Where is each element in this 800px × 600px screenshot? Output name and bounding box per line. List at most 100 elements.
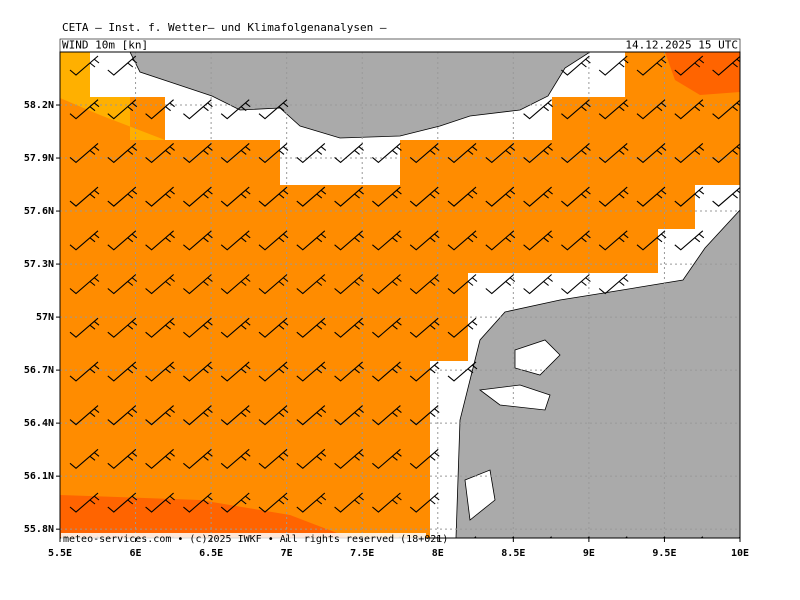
wind-barb [69,492,100,513]
wind-barb [561,142,591,164]
wind-barb [258,99,289,120]
wind-barbs [69,55,740,538]
wind-barb [447,142,478,164]
wind-barb [473,536,477,538]
wind-barb [183,186,213,207]
wind-barb [296,448,327,470]
wind-barb [712,186,740,207]
land [129,52,740,538]
x-tick-label: 5.5E [48,548,72,559]
wind-barb [145,186,175,207]
wind-barb [334,274,364,295]
wind-barb [334,317,364,338]
wind-barb [258,142,289,164]
y-tick-label: 58.2N [24,100,54,111]
wind-barb [296,186,327,207]
wind-barb [523,142,553,164]
wind-barb [220,274,251,295]
wind-barb [296,274,327,295]
wind-barb [674,186,705,207]
wind-barb [636,186,667,207]
wind-barb [183,492,213,513]
wind-barb [561,55,591,76]
y-tick-label: 57.6N [24,206,54,217]
wind-barb [145,405,175,426]
wind-barb [145,99,175,120]
wind-barb [183,361,213,382]
wind-barb [409,274,440,295]
wind-barb [712,99,740,120]
wind-barb [69,448,100,470]
wind-barb [636,99,667,120]
wind-barb [409,317,440,338]
wind-barb [372,142,402,164]
y-tick-label: 56.7N [24,365,54,376]
wind-barb [334,492,364,513]
wind-barb [523,186,553,207]
wind-barb [334,230,364,251]
wind-barb [220,230,251,251]
wind-barb [409,405,440,426]
wind-barb [523,99,553,120]
graticule [60,52,740,538]
y-tick-label: 56.4N [24,418,54,429]
wind-barb [549,536,552,538]
wind-barb [296,230,327,251]
wind-barb [145,361,175,382]
wind-barb [220,142,251,164]
footer-bg [61,533,426,544]
wind-barb [372,186,402,207]
wind-barb [145,317,175,338]
wind-barb [598,230,629,251]
wind-barb [69,361,100,382]
wind-barb [107,55,138,76]
wind-barb [220,99,251,120]
wind-barb [523,230,553,251]
wind-barb [598,55,629,76]
y-tick-label: 57.9N [24,153,54,164]
wind-barb [372,274,402,295]
wind-barb [296,405,327,426]
wind-barb [712,143,740,164]
wind-barb [334,448,364,470]
header-title: CETA – Inst. f. Wetter– und Klimafolgena… [62,21,387,34]
wind-barb [296,361,327,382]
wind-barb [220,317,251,338]
wind-barb [258,274,289,295]
wind-barb [183,142,213,164]
wind-barb [598,142,629,164]
wind-barb [372,492,402,513]
wind-barb [409,142,440,164]
wind-barb [485,230,516,251]
wind-barb [598,186,629,207]
x-tick-label: 7E [281,548,293,559]
wind-barb [220,448,251,470]
wind-barb [409,361,440,382]
wind-barb [107,492,138,513]
wind-barb [145,492,175,513]
wind-barb [220,405,251,426]
wind-barb [447,186,478,207]
x-tick-label: 9.5E [652,548,676,559]
wind-barb [258,186,289,207]
wind-barb [372,361,402,382]
wind-barb [220,361,251,382]
wind-barb [598,274,629,295]
wind-barb [674,230,705,251]
copyright: meteo-services.com • (c)2025 IWKF • All … [63,534,448,545]
wind-barb [485,274,516,295]
wind-barb [334,361,364,382]
wind-barb [485,142,516,164]
wind-barb [624,536,628,538]
water-inlet [464,339,561,521]
wind-barb [107,230,138,251]
y-tick-label: 56.1N [24,471,54,482]
wind-barb [334,142,364,164]
y-tick-label: 57N [36,312,54,323]
wind-barb [145,230,175,251]
wind-barb [258,230,289,251]
wind-barb [372,230,402,251]
wind-barb [145,142,175,164]
wind-barb [69,405,100,426]
wind-barb [409,492,440,513]
